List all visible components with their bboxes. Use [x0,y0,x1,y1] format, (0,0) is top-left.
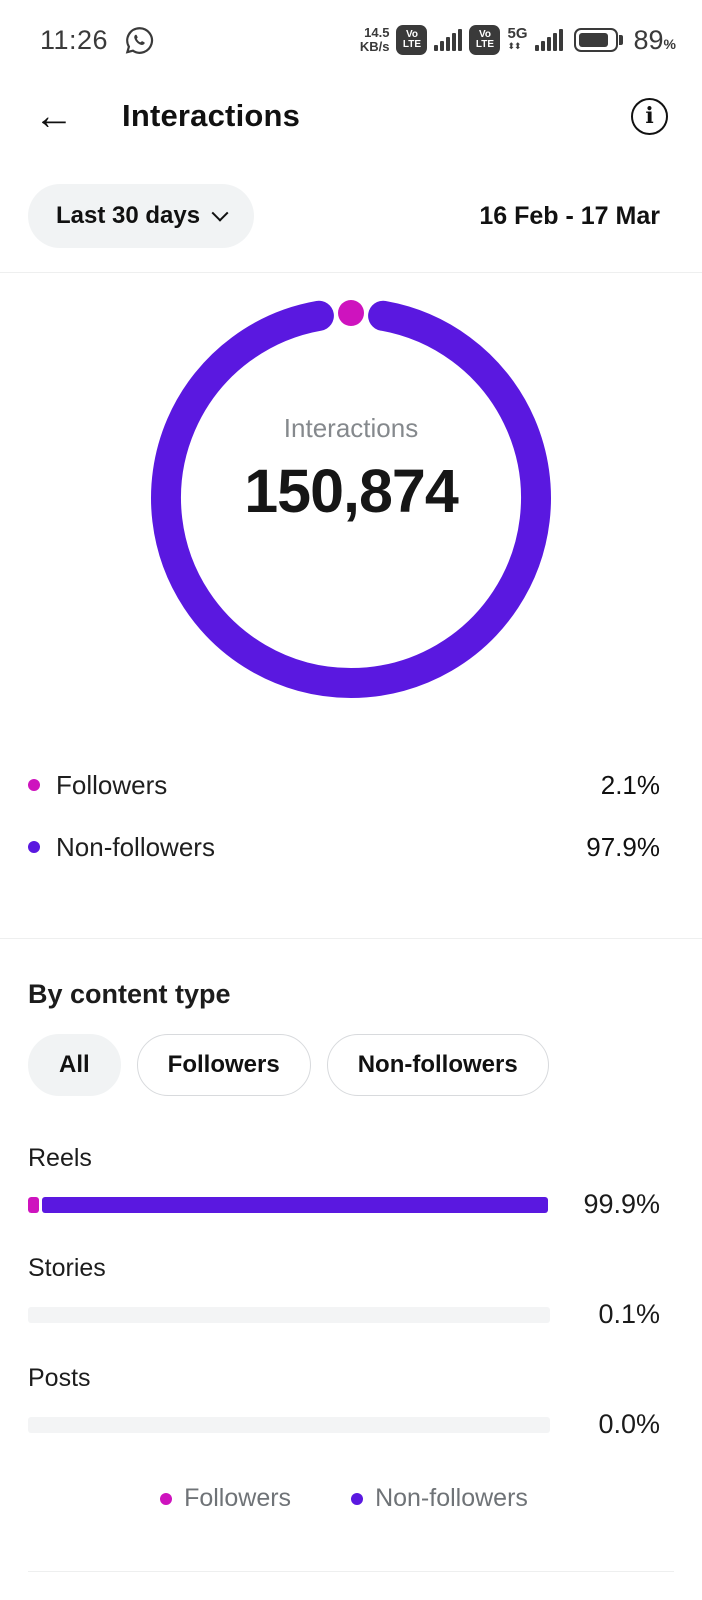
legend-label: Non-followers [56,831,215,862]
bar-group-posts: Posts 0.0% [28,1364,660,1440]
legend-item-followers: Followers [160,1484,291,1513]
reels-non-followers-segment [42,1196,548,1213]
legend-item-non-followers: Non-followers [351,1484,528,1513]
tab-all[interactable]: All [28,1034,121,1096]
content-type-section: By content type All Followers Non-follow… [0,979,702,1513]
posts-bar [28,1416,550,1433]
info-icon[interactable]: i [631,97,668,135]
tab-non-followers[interactable]: Non-followers [326,1034,549,1096]
bar-group-reels: Reels 99.9% [28,1144,660,1220]
clock-time: 11:26 [40,24,109,55]
data-arrows-icon: ⬍⬍ [507,41,521,51]
followers-arc-dot [338,300,364,326]
bar-value: 0.1% [598,1299,660,1329]
donut-rings [151,300,551,698]
whatsapp-icon [124,25,155,56]
status-bar: 11:26 14.5 KB/s Vo LTE Vo LTE 5G ⬍⬍ [0,0,702,62]
date-range: 16 Feb - 17 Mar [479,201,660,230]
legend-row-non-followers: Non-followers 97.9% [28,816,660,878]
divider [28,1571,674,1572]
back-arrow-icon[interactable]: ← [34,94,74,138]
chevron-down-icon [211,204,229,222]
divider [0,272,702,273]
volte-icon-2: Vo LTE [469,25,501,55]
bar-group-stories: Stories 0.1% [28,1254,660,1330]
network-speed: 14.5 KB/s [359,25,390,54]
followers-dot-icon [28,779,40,791]
followers-dot-icon [160,1492,173,1505]
content-type-legend: Followers Non-followers [28,1484,660,1513]
signal-bars-icon-sim1 [434,29,463,51]
interactions-donut-chart: Interactions 150,874 [0,273,702,728]
non-followers-dot-icon [28,841,40,853]
non-followers-dot-icon [351,1492,364,1505]
battery-percent: 89% [633,24,677,55]
tab-followers[interactable]: Followers [136,1034,311,1096]
bar-label: Reels [28,1144,92,1172]
network-type: 5G ⬍⬍ [507,25,528,51]
divider [0,938,702,939]
stories-bar [28,1306,550,1323]
content-type-bars: Reels 99.9% Stories 0.1% Posts [28,1144,660,1440]
legend-value: 97.9% [586,831,660,862]
period-label: Last 30 days [56,202,201,229]
non-followers-arc [151,300,551,698]
volte-icon: Vo LTE [396,25,428,55]
bar-value: 0.0% [598,1409,660,1439]
section-heading: By content type [28,979,231,1009]
battery-icon [573,28,623,52]
bar-label: Stories [28,1254,106,1282]
header: ← Interactions i [0,86,702,146]
content-type-tabs: All Followers Non-followers [28,1034,660,1096]
signal-bars-icon-sim2 [534,29,563,51]
audience-legend: Followers 2.1% Non-followers 97.9% [0,754,702,878]
bar-value: 99.9% [583,1189,660,1219]
legend-label: Followers [56,769,168,800]
legend-row-followers: Followers 2.1% [28,754,660,816]
page-title: Interactions [122,98,301,133]
reels-followers-segment [28,1196,40,1213]
legend-value: 2.1% [600,769,660,800]
filter-row: Last 30 days 16 Feb - 17 Mar [0,184,702,248]
reels-bar [28,1196,550,1213]
period-dropdown[interactable]: Last 30 days [28,184,255,248]
bar-label: Posts [28,1364,91,1392]
